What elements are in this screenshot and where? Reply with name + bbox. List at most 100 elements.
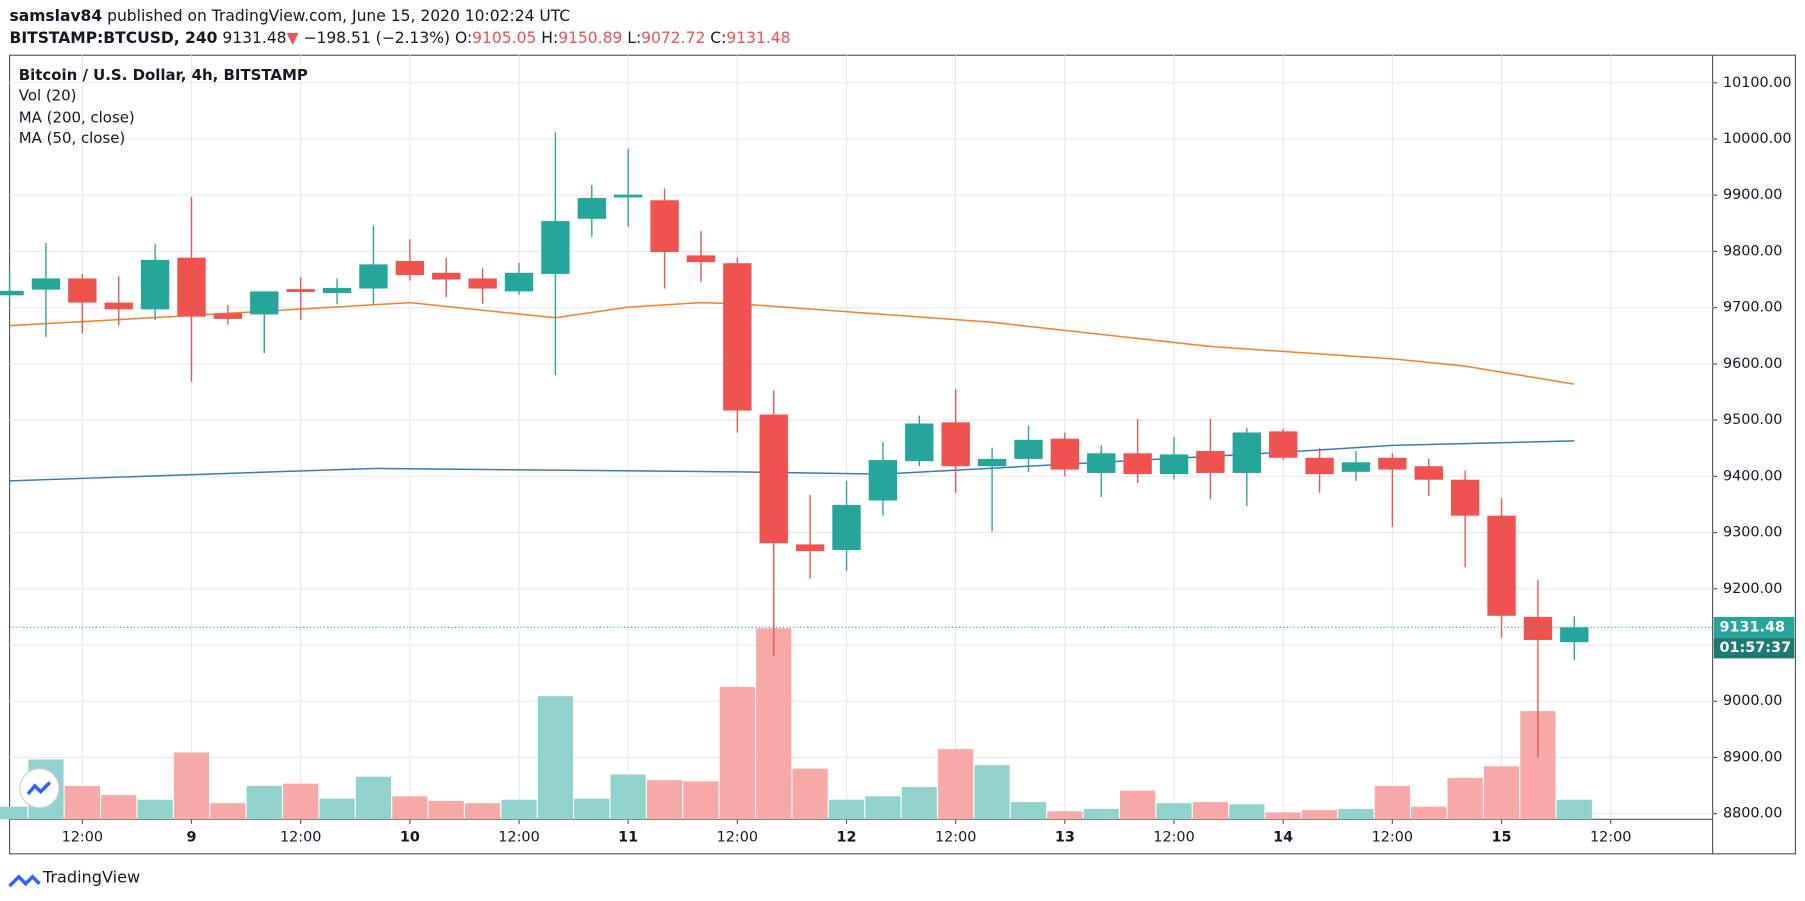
candle-body [213,313,243,319]
y-tick-label: 9900.00 [1723,187,1782,203]
volume-bar [1192,802,1229,820]
l-label: L: [627,28,641,46]
volume-bar [1229,804,1265,820]
countdown-box [1713,637,1795,659]
candle-body [868,460,898,501]
candle-body [613,194,643,198]
x-tick-label: 13 [1055,830,1075,846]
x-tick-label: 15 [1492,830,1512,846]
l: 9072.72 [641,28,705,46]
candle-body [1378,457,1407,470]
badge [19,768,60,809]
change: −198.51 (−2.13%) [303,28,450,46]
candles [0,132,1589,758]
candle-body [468,278,497,289]
volume-bar [974,765,1010,820]
volume-bar [610,774,646,820]
x-tick-label: 14 [1273,830,1293,846]
candle-body [322,287,352,294]
badge-icon [26,781,52,796]
candle-body [541,221,570,274]
candle-body [1050,438,1080,470]
x-tick-label: 12:00 [1153,830,1194,846]
candle-body [650,200,679,253]
candle-body [140,259,170,310]
legend-volume: Vol (20) [19,87,77,105]
candle-body [1232,432,1261,473]
axes: 8800.008900.009000.009100.009200.009300.… [9,75,1795,846]
logo-icon [8,874,41,888]
volume-bar [465,803,501,820]
candle-body [1450,479,1480,516]
volume-bar [1374,785,1410,820]
y-tick-label: 10000.00 [1723,131,1792,147]
x-tick-label: 12:00 [935,830,976,846]
y-tick-label: 9000.00 [1723,693,1782,709]
candle-body [832,505,861,550]
candle-body [1123,453,1152,475]
volume-bar [246,785,282,820]
volume-bar [901,787,937,820]
candle-body [1560,627,1589,643]
volume-bar [828,799,865,820]
candle-body [395,261,425,276]
logo: TradingView [8,867,140,888]
volume-bar [1411,806,1447,820]
y-tick-label: 9600.00 [1723,356,1782,372]
y-tick-label: 8800.00 [1723,806,1782,822]
candle-body [177,257,206,317]
candle-body [1414,466,1443,480]
volume-bar [1047,811,1083,820]
volume-bar [319,798,355,820]
x-tick-label: 11 [618,830,638,846]
candle-body [1087,453,1116,473]
volume-bar [1556,799,1592,820]
c: 9131.48 [726,28,790,46]
countdown: 01:57:37 [1719,640,1791,656]
volume-bar [756,628,792,820]
h: 9150.89 [558,28,622,46]
author: samslav84 [10,7,103,25]
header-line-1: samslav84 published on TradingView.com, … [10,7,571,25]
candle-body [1341,462,1371,472]
candle-body [577,198,606,219]
candle-body [286,289,315,292]
o: 9105.05 [472,28,536,46]
volume-bar [574,798,610,820]
volume-bar [101,795,137,820]
volume-bar [137,799,173,820]
volume-bar [1338,808,1374,820]
volume-bar [64,785,100,820]
volume-bar [0,806,28,820]
last-price-box [1713,616,1795,638]
y-tick-label: 9200.00 [1723,581,1782,597]
volume-bar [938,749,974,820]
x-tick-label: 9 [186,830,196,846]
volume-bar [537,696,574,820]
x-tick-label: 12:00 [280,830,321,846]
candle-body [1196,451,1225,473]
candle-body [1269,431,1298,458]
candle-body [905,423,934,462]
candle-body [1159,454,1189,475]
h-label: H: [541,28,558,46]
volume-bar [646,780,683,820]
volume-bar [683,781,719,820]
y-tick-label: 9500.00 [1723,412,1782,428]
y-tick-label: 10100.00 [1723,75,1792,91]
frame [8,54,1797,855]
volume-bar [792,768,828,820]
candle-body [1487,515,1516,616]
volume-bar [865,796,901,820]
x-tick-label: 12:00 [62,830,103,846]
volume-bar [1447,777,1483,820]
x-tick-label: 12:00 [1590,830,1631,846]
candle-body [359,264,388,289]
last-price-label: 9131.48 [1719,619,1784,635]
candle-body [759,414,788,544]
y-tick-label: 9800.00 [1723,243,1782,259]
candle-body [250,291,279,315]
candle-body [104,302,133,310]
candle-body [686,255,716,263]
